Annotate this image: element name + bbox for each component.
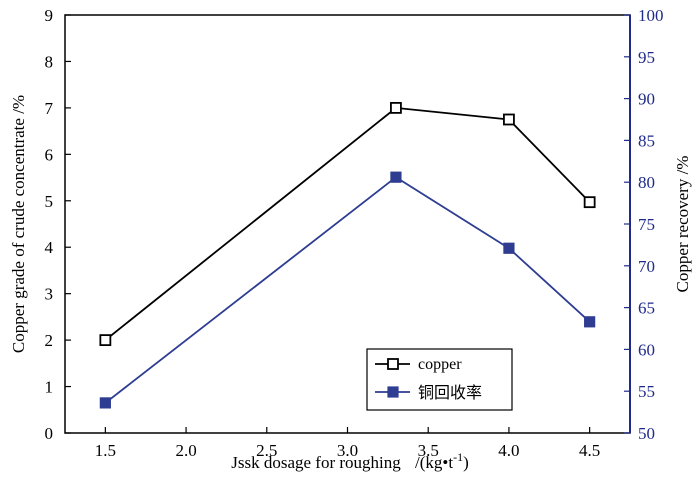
right-tick-label: 50 [638,424,655,443]
x-tick-label: 3.0 [337,441,358,460]
left-tick-label: 6 [45,145,54,164]
left-axis-ticks: 0 1 2 3 4 5 6 7 8 9 [45,6,71,443]
legend-marker-recovery [387,386,399,398]
x-tick-label: 1.5 [95,441,116,460]
left-tick-label: 1 [45,378,54,397]
x-tick-label: 2.0 [175,441,196,460]
x-axis-title-unit: /(kg•t [415,453,453,472]
legend-label-copper: copper [418,356,462,373]
x-tick-label: 4.0 [498,441,519,460]
series-line-recovery [104,176,591,404]
right-tick-label: 85 [638,131,655,150]
x-axis-ticks: 1.5 2.0 2.5 3.0 3.5 4.0 4.5 [95,427,600,460]
x-axis-title-unit-close: ) [463,453,469,472]
x-axis-title-unit-sup: -1 [453,450,463,464]
left-tick-label: 5 [45,192,54,211]
left-tick-label: 9 [45,6,54,25]
x-tick-label: 4.5 [579,441,600,460]
left-tick-label: 3 [45,285,54,304]
right-tick-label: 90 [638,90,655,109]
data-point-copper [583,196,596,209]
data-point-copper [390,101,402,114]
left-axis-title: Copper grade of crude concentrate /% [9,95,28,353]
series-layer [99,101,596,409]
right-tick-label: 70 [638,257,655,276]
x-axis-title-label: Jssk dosage for roughing [231,453,401,472]
left-tick-label: 8 [45,52,54,71]
series-line-copper [104,106,591,341]
x-tick-label: 3.5 [418,441,439,460]
right-tick-label: 65 [638,299,655,318]
legend-label-recovery: 铜回收率 [418,384,482,402]
right-tick-label: 80 [638,173,655,192]
left-tick-label: 7 [45,99,54,118]
data-point-copper [503,113,515,126]
left-tick-label: 0 [45,424,54,443]
x-axis-title: Jssk dosage for roughing /(kg•t-1) [231,450,469,472]
data-point-recovery [99,397,111,409]
right-tick-label: 55 [638,382,655,401]
data-point-recovery [584,316,596,328]
data-point-recovery [390,171,402,183]
right-tick-label: 100 [638,6,664,25]
right-tick-label: 95 [638,48,655,67]
x-tick-label: 2.5 [256,441,277,460]
right-axis-title: Copper recovery /% [673,156,692,293]
data-point-recovery [503,242,515,254]
plot-frame [64,14,631,434]
right-tick-label: 60 [638,340,655,359]
data-point-copper [99,334,112,347]
right-axis-ticks: 50 55 60 65 70 75 80 85 90 95 100 [624,6,664,443]
left-tick-label: 4 [45,238,54,257]
left-tick-label: 2 [45,331,54,350]
legend-marker-copper [387,358,399,370]
right-tick-label: 75 [638,215,655,234]
legend: copper 铜回收率 [366,348,513,411]
